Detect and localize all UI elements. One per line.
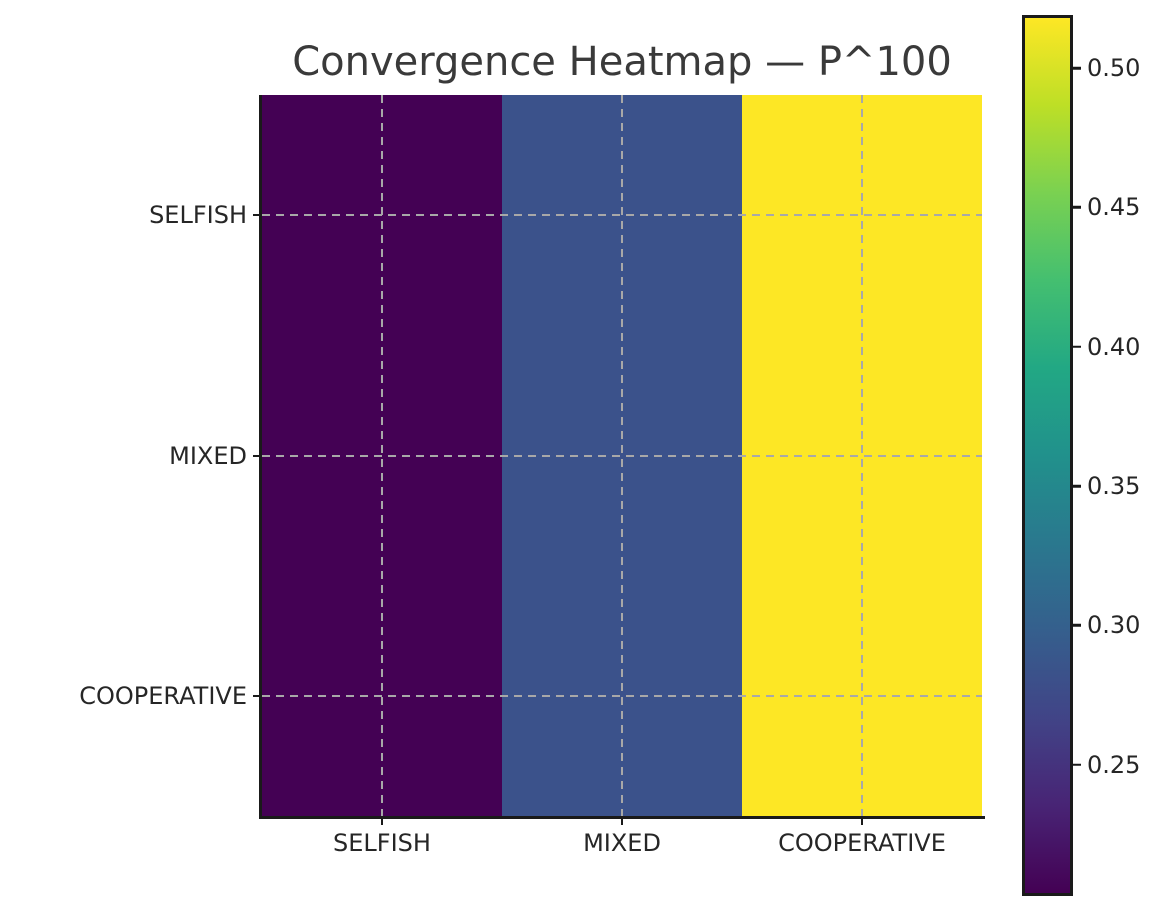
heatmap-plot-area <box>262 95 983 817</box>
colorbar <box>1022 15 1073 896</box>
chart-title: Convergence Heatmap — P^100 <box>292 39 952 85</box>
left-spine <box>259 95 262 819</box>
colorbar-tick-label: 0.50 <box>1087 54 1141 83</box>
y-axis: SELFISH MIXED COOPERATIVE <box>0 95 259 816</box>
colorbar-tick-label: 0.25 <box>1087 750 1141 779</box>
colorbar-gradient <box>1025 18 1070 893</box>
x-tick <box>381 819 383 825</box>
colorbar-tick <box>1073 484 1081 488</box>
gridline-horizontal <box>262 694 982 697</box>
y-tick-label-cooperative: COOPERATIVE <box>79 681 247 710</box>
colorbar-tick-label: 0.40 <box>1087 332 1141 361</box>
y-tick <box>253 694 259 697</box>
bottom-spine <box>259 816 985 819</box>
colorbar-tick <box>1073 624 1081 627</box>
x-tick-label-mixed: MIXED <box>583 829 661 857</box>
colorbar-tick <box>1073 66 1081 70</box>
colorbar-tick <box>1073 763 1081 767</box>
x-tick <box>621 819 623 825</box>
y-tick <box>253 454 259 457</box>
colorbar-tick <box>1073 345 1081 349</box>
colorbar-ticks: 0.50 0.45 0.40 0.35 0.30 0.25 <box>1073 18 1173 893</box>
x-tick-label-cooperative: COOPERATIVE <box>778 829 946 857</box>
x-tick-label-selfish: SELFISH <box>333 829 431 857</box>
y-tick <box>253 214 259 217</box>
y-tick-label-mixed: MIXED <box>169 441 247 470</box>
colorbar-tick-label: 0.35 <box>1087 472 1141 501</box>
gridline-horizontal <box>262 454 982 457</box>
colorbar-tick-label: 0.45 <box>1087 193 1141 222</box>
colorbar-tick-label: 0.30 <box>1087 611 1141 640</box>
y-tick-label-selfish: SELFISH <box>149 201 247 230</box>
colorbar-tick <box>1073 206 1081 209</box>
gridline-vertical <box>861 95 863 816</box>
x-tick <box>861 819 863 825</box>
x-axis: SELFISH MIXED COOPERATIVE <box>262 819 982 879</box>
